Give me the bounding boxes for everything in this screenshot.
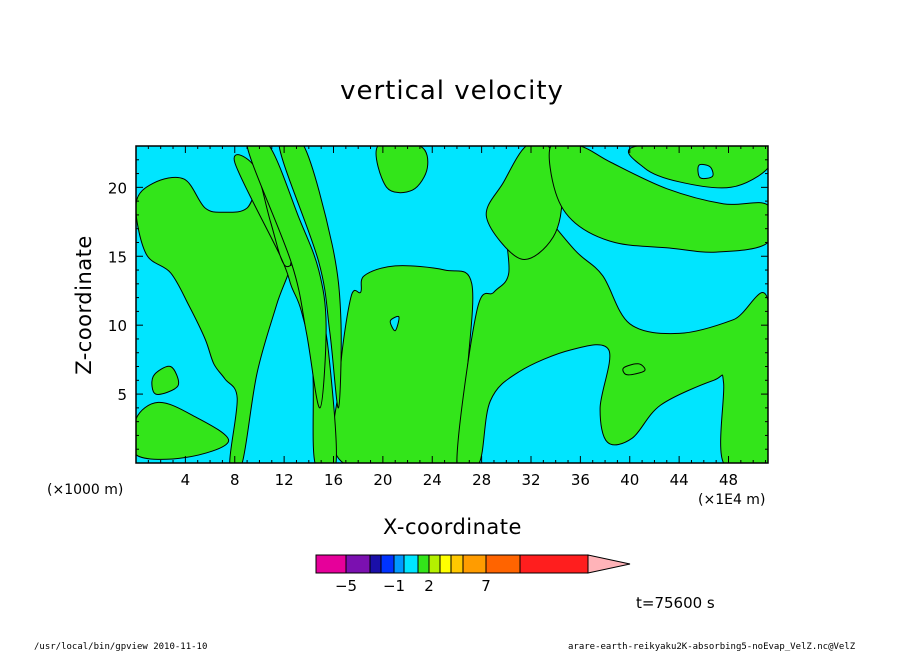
colorbar-tick-label: −5 — [335, 577, 357, 595]
time-label: t=75600 s — [636, 594, 715, 612]
y-axis-unit: (×1000 m) — [47, 482, 124, 498]
colorbar-segment — [428, 554, 441, 574]
x-tick-label: 24 — [423, 471, 442, 489]
chart-title: vertical velocity — [340, 76, 564, 106]
colorbar-segment — [380, 554, 395, 574]
plot-area — [136, 146, 768, 463]
x-tick-label: 16 — [324, 471, 343, 489]
colorbar-segment — [403, 554, 419, 574]
positive-velocity-region — [622, 363, 646, 376]
positive-velocity-region — [548, 146, 768, 253]
x-tick-label: 40 — [620, 471, 639, 489]
colorbar-segment — [417, 554, 430, 574]
colorbar-tick-label: 7 — [481, 577, 491, 595]
x-tick-label: 8 — [230, 471, 240, 489]
colorbar-segment — [393, 554, 405, 574]
x-tick-label: 48 — [719, 471, 738, 489]
x-tick-label: 36 — [571, 471, 590, 489]
colorbar-segment — [315, 554, 347, 574]
footer-filename: arare-earth-reikyaku2K-absorbing5-noEvap… — [568, 642, 856, 652]
x-tick-label: 12 — [275, 471, 294, 489]
positive-velocity-region — [151, 365, 180, 395]
y-tick-label: 5 — [117, 386, 127, 404]
negative-velocity-region — [389, 316, 400, 332]
y-tick-label: 20 — [108, 179, 127, 197]
x-tick-label: 4 — [181, 471, 191, 489]
x-axis-label: X-coordinate — [383, 515, 522, 539]
positive-velocity-region — [136, 176, 293, 463]
positive-velocity-region — [246, 146, 327, 409]
x-axis-unit: (×1E4 m) — [698, 492, 766, 508]
colorbar-segment — [450, 554, 464, 574]
footer-command: /usr/local/bin/gpview 2010-11-10 — [34, 642, 208, 652]
plot-frame — [135, 145, 769, 464]
y-tick-label: 15 — [108, 248, 127, 266]
negative-velocity-region — [697, 163, 714, 180]
x-tick-label: 20 — [373, 471, 392, 489]
colorbar-segment — [439, 554, 452, 574]
colorbar-segment — [345, 554, 371, 574]
positive-velocity-region — [332, 265, 475, 463]
x-tick-label: 28 — [472, 471, 491, 489]
colorbar-segment — [519, 554, 589, 574]
positive-velocity-region — [375, 146, 429, 194]
colorbar-segment — [462, 554, 487, 574]
colorbar-segment — [369, 554, 382, 574]
colorbar: −5 −1 2 7 — [315, 554, 631, 595]
contour-fields — [136, 146, 768, 463]
positive-velocity-region — [278, 146, 342, 409]
y-tick-label: 10 — [108, 317, 127, 335]
x-tick-label: 32 — [521, 471, 540, 489]
colorbar-tick-label: −1 — [383, 577, 405, 595]
colorbar-tick-label: 2 — [424, 577, 434, 595]
y-axis-label: Z-coordinate — [72, 235, 96, 375]
x-tick-label: 44 — [670, 471, 689, 489]
colorbar-extend-arrow — [587, 554, 631, 574]
colorbar-segment — [485, 554, 521, 574]
